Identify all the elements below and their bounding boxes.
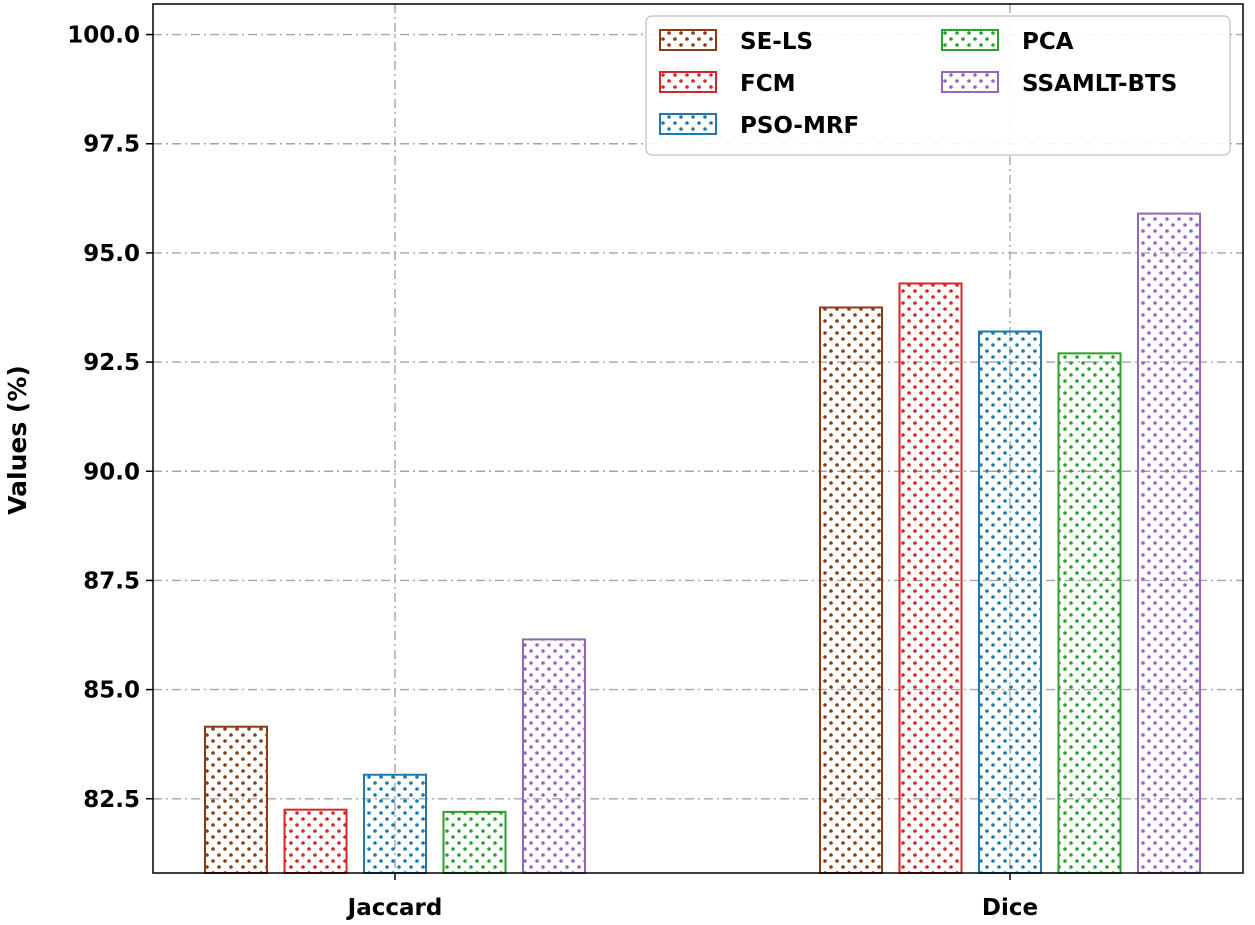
- legend-swatch: [659, 29, 717, 51]
- y-tick-label: 97.5: [83, 132, 140, 158]
- y-axis-title: Values (%): [3, 365, 32, 515]
- x-tick-label: Dice: [982, 895, 1038, 921]
- bar-pso-mrf-dice: [978, 330, 1042, 874]
- y-tick-label: 85.0: [83, 678, 140, 704]
- legend-label: PSO-MRF: [740, 113, 859, 139]
- y-tick-label: 82.5: [83, 787, 140, 813]
- legend-swatch: [659, 113, 717, 135]
- legend: SE-LS FCM PSO-MRF PCA SSAMLT-BTS: [645, 15, 1231, 156]
- bars-group: [204, 212, 1201, 875]
- legend-label: SE-LS: [740, 29, 813, 55]
- legend-box: [645, 15, 1231, 156]
- y-tick-label: 92.5: [83, 350, 140, 376]
- bar-ssamlt-bts-jaccard: [522, 638, 586, 875]
- x-axis: Jaccard Dice: [346, 873, 1038, 921]
- bar-se-ls-jaccard: [204, 725, 268, 874]
- legend-swatch: [659, 71, 717, 93]
- y-tick-label: 95.0: [83, 241, 140, 267]
- bar-se-ls-dice: [819, 306, 883, 874]
- y-axis: 82.5 85.0 87.5 90.0 92.5 95.0 97.5 100.0: [67, 23, 153, 813]
- legend-label: FCM: [740, 71, 795, 97]
- bar-pca-jaccard: [442, 810, 507, 874]
- legend-label: SSAMLT-BTS: [1022, 71, 1177, 97]
- bar-fcm-jaccard: [283, 808, 348, 875]
- bar-pso-mrf-jaccard: [363, 773, 427, 874]
- legend-label: PCA: [1022, 29, 1074, 55]
- legend-swatch: [941, 29, 999, 51]
- y-tick-label: 90.0: [83, 459, 140, 485]
- y-tick-label: 100.0: [67, 23, 140, 49]
- x-tick-label: Jaccard: [346, 895, 443, 921]
- legend-swatch: [941, 71, 999, 93]
- plot-frame: [152, 3, 1244, 874]
- y-tick-label: 87.5: [83, 568, 140, 594]
- bar-fcm-dice: [898, 282, 963, 874]
- bar-ssamlt-bts-dice: [1137, 212, 1201, 875]
- bar-pca-dice: [1057, 352, 1122, 874]
